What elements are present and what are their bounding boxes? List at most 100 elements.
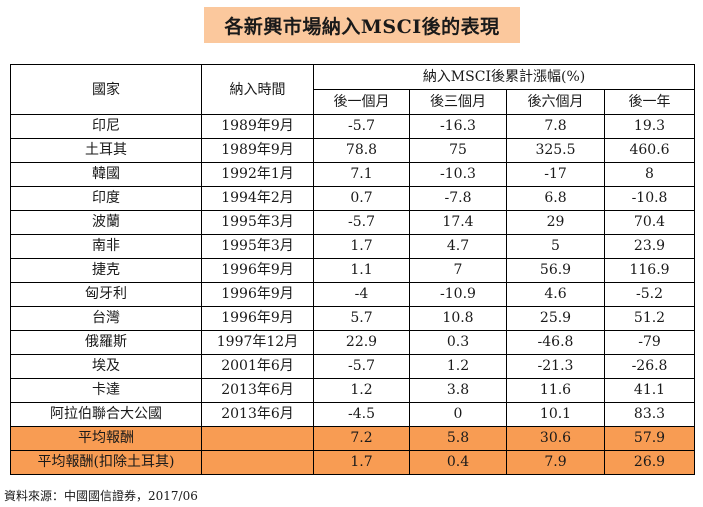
country-cell: 台灣 [10, 306, 202, 331]
return-1y-cell: -5.2 [603, 282, 696, 307]
return-6m-cell: 10.1 [506, 402, 605, 427]
return-1m-cell: -5.7 [313, 210, 410, 235]
date-cell: 2013年6月 [201, 402, 314, 427]
date-cell: 1995年3月 [201, 210, 314, 235]
return-6m-cell: 4.6 [506, 282, 605, 307]
header-3m: 後三個月 [409, 89, 507, 115]
date-cell: 1994年2月 [201, 186, 314, 211]
source-note: 資料來源：中國國信證券，2017/06 [4, 489, 198, 503]
country-cell: 韓國 [10, 162, 202, 187]
date-cell: 2013年6月 [201, 378, 314, 403]
return-1m-cell: -5.7 [313, 114, 410, 139]
return-3m-cell: 0.3 [409, 330, 507, 355]
header-6m: 後六個月 [506, 89, 605, 115]
average-label-cell: 平均報酬(扣除土耳其) [10, 450, 202, 475]
table-row: 匈牙利 1996年9月 -4 -10.9 4.6 -5.2 [10, 282, 696, 307]
date-cell: 1996年9月 [201, 258, 314, 283]
return-6m-cell: 56.9 [506, 258, 605, 283]
return-6m-cell: 5 [506, 234, 605, 259]
return-1m-cell: 1.2 [313, 378, 410, 403]
return-3m-cell: 3.8 [409, 378, 507, 403]
average-label-cell: 平均報酬 [10, 426, 202, 451]
return-1m-cell: 22.9 [313, 330, 410, 355]
return-1y-cell: 8 [603, 162, 696, 187]
table-row: 印尼 1989年9月 -5.7 -16.3 7.8 19.3 [10, 114, 696, 139]
header-country: 國家 [10, 64, 202, 115]
country-cell: 卡達 [10, 378, 202, 403]
average-row: 平均報酬(扣除土耳其) 1.7 0.4 7.9 26.9 [10, 450, 696, 475]
return-1y-cell: 116.9 [603, 258, 696, 283]
country-cell: 匈牙利 [10, 282, 202, 307]
header-group: 納入MSCI後累計漲幅(%) [312, 64, 696, 90]
return-1y-cell: 41.1 [603, 378, 696, 403]
return-1y-cell: 51.2 [603, 306, 696, 331]
empty-cell [201, 450, 314, 475]
return-3m-cell: -10.3 [409, 162, 507, 187]
return-1m-cell: 1.7 [313, 234, 410, 259]
msci-performance-table: 國家 納入時間 納入MSCI後累計漲幅(%) 後一個月 後三個月 後六個月 後一… [10, 64, 696, 475]
header-1y: 後一年 [603, 89, 696, 115]
return-1y-cell: 23.9 [603, 234, 696, 259]
table-row: 台灣 1996年9月 5.7 10.8 25.9 51.2 [10, 306, 696, 331]
table-row: 卡達 2013年6月 1.2 3.8 11.6 41.1 [10, 378, 696, 403]
table-row: 土耳其 1989年9月 78.8 75 325.5 460.6 [10, 138, 696, 163]
country-cell: 南非 [10, 234, 202, 259]
return-6m-cell: -21.3 [506, 354, 605, 379]
return-3m-cell: 10.8 [409, 306, 507, 331]
country-cell: 印尼 [10, 114, 202, 139]
date-cell: 1989年9月 [201, 114, 314, 139]
average-1y-cell: 57.9 [603, 426, 696, 451]
average-1m-cell: 7.2 [313, 426, 410, 451]
return-1m-cell: 5.7 [313, 306, 410, 331]
table-row: 埃及 2001年6月 -5.7 1.2 -21.3 -26.8 [10, 354, 696, 379]
return-6m-cell: 29 [506, 210, 605, 235]
return-1m-cell: 1.1 [313, 258, 410, 283]
return-6m-cell: 6.8 [506, 186, 605, 211]
average-3m-cell: 5.8 [409, 426, 507, 451]
return-6m-cell: -46.8 [506, 330, 605, 355]
return-1y-cell: 19.3 [603, 114, 696, 139]
average-row: 平均報酬 7.2 5.8 30.6 57.9 [10, 426, 696, 451]
return-1y-cell: 70.4 [603, 210, 696, 235]
average-1m-cell: 1.7 [313, 450, 410, 475]
country-cell: 俄羅斯 [10, 330, 202, 355]
table-row: 捷克 1996年9月 1.1 7 56.9 116.9 [10, 258, 696, 283]
table-row: 阿拉伯聯合大公國 2013年6月 -4.5 0 10.1 83.3 [10, 402, 696, 427]
average-6m-cell: 7.9 [506, 450, 605, 475]
return-1y-cell: 460.6 [603, 138, 696, 163]
country-cell: 捷克 [10, 258, 202, 283]
return-3m-cell: -16.3 [409, 114, 507, 139]
return-6m-cell: 325.5 [506, 138, 605, 163]
average-1y-cell: 26.9 [603, 450, 696, 475]
table-row: 俄羅斯 1997年12月 22.9 0.3 -46.8 -79 [10, 330, 696, 355]
return-3m-cell: 0 [409, 402, 507, 427]
return-3m-cell: 17.4 [409, 210, 507, 235]
return-1m-cell: -4 [313, 282, 410, 307]
return-3m-cell: 4.7 [409, 234, 507, 259]
return-3m-cell: 75 [409, 138, 507, 163]
table-row: 南非 1995年3月 1.7 4.7 5 23.9 [10, 234, 696, 259]
date-cell: 1996年9月 [201, 282, 314, 307]
return-1y-cell: -79 [603, 330, 696, 355]
return-1m-cell: 78.8 [313, 138, 410, 163]
return-6m-cell: 7.8 [506, 114, 605, 139]
return-1m-cell: 0.7 [313, 186, 410, 211]
country-cell: 埃及 [10, 354, 202, 379]
table-row: 韓國 1992年1月 7.1 -10.3 -17 8 [10, 162, 696, 187]
empty-cell [201, 426, 314, 451]
return-3m-cell: -7.8 [409, 186, 507, 211]
country-cell: 土耳其 [10, 138, 202, 163]
return-1m-cell: -5.7 [313, 354, 410, 379]
return-1y-cell: -10.8 [603, 186, 696, 211]
date-cell: 1995年3月 [201, 234, 314, 259]
return-3m-cell: -10.9 [409, 282, 507, 307]
date-cell: 1992年1月 [201, 162, 314, 187]
country-cell: 阿拉伯聯合大公國 [10, 402, 202, 427]
return-1y-cell: -26.8 [603, 354, 696, 379]
return-1m-cell: 7.1 [313, 162, 410, 187]
table-row: 印度 1994年2月 0.7 -7.8 6.8 -10.8 [10, 186, 696, 211]
return-1m-cell: -4.5 [313, 402, 410, 427]
table-row: 波蘭 1995年3月 -5.7 17.4 29 70.4 [10, 210, 696, 235]
date-cell: 1989年9月 [201, 138, 314, 163]
table-title: 各新興市場納入MSCI後的表現 [204, 7, 520, 43]
